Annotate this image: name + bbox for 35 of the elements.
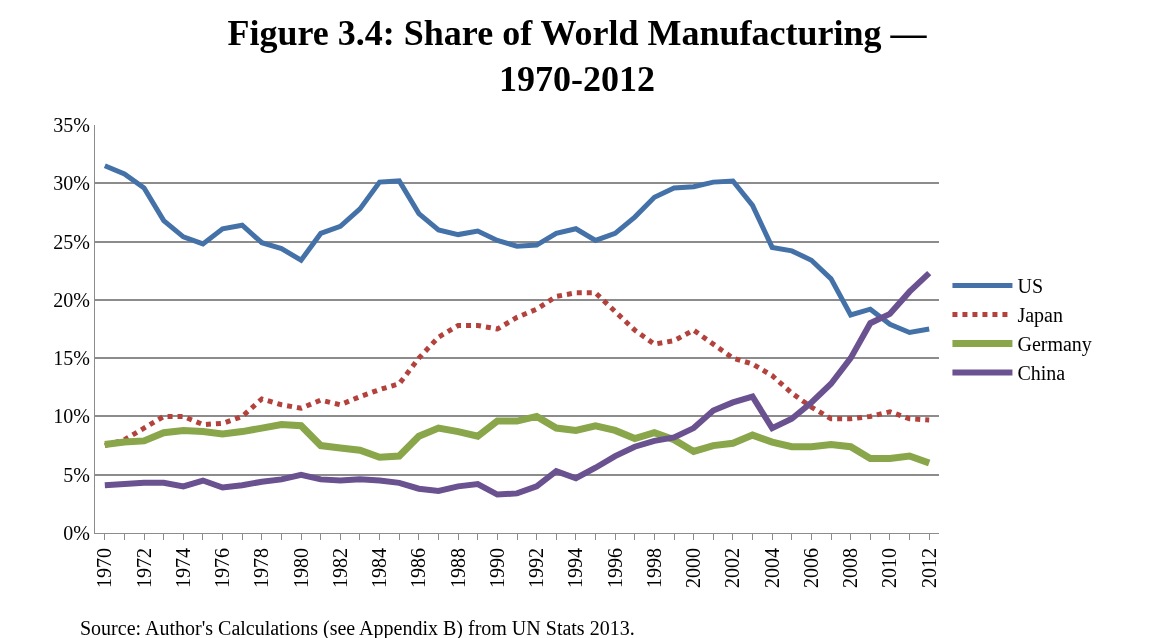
x-tick-label: 1984: [368, 548, 391, 588]
x-tick-label: 1996: [603, 548, 626, 588]
y-tick-label: 30%: [53, 172, 90, 195]
x-tick-label: 1992: [525, 548, 548, 588]
x-tick-label: 1972: [132, 548, 155, 588]
x-tick-label: 2000: [682, 548, 705, 588]
y-tick-label: 5%: [63, 463, 90, 486]
y-tick-label: 0%: [63, 522, 90, 544]
x-tick-label: 2006: [799, 548, 822, 588]
x-tick-label: 1978: [250, 548, 273, 588]
legend-label: US: [1017, 275, 1044, 298]
x-tick-label: 1994: [564, 548, 587, 588]
x-tick-label: 1982: [328, 548, 351, 588]
x-tick-label: 2004: [760, 548, 783, 588]
x-tick-label: 1990: [485, 548, 508, 588]
y-tick-label: 25%: [53, 230, 90, 253]
y-tick-label: 15%: [53, 347, 90, 370]
x-tick-label: 2010: [878, 548, 901, 588]
legend-label: Germany: [1017, 333, 1092, 357]
legend-label: China: [1017, 362, 1066, 385]
x-tick-label: 1988: [446, 548, 469, 588]
x-tick-label: 2008: [839, 548, 862, 588]
y-tick-label: 10%: [53, 405, 90, 428]
x-tick-label: 1998: [642, 548, 665, 588]
x-tick-label: 1974: [171, 548, 194, 588]
x-tick-label: 1970: [93, 548, 116, 588]
x-tick-label: 1980: [289, 548, 312, 588]
x-tick-label: 2002: [721, 548, 744, 588]
x-tick-label: 1976: [211, 548, 234, 588]
chart-title: Figure 3.4: Share of World Manufacturing — 1970-2012: [227, 12, 928, 100]
x-tick-label: 1986: [407, 548, 430, 588]
legend-label: Japan: [1017, 304, 1063, 328]
y-tick-label: 35%: [53, 114, 90, 136]
y-tick-label: 20%: [53, 288, 90, 311]
x-tick-label: 2012: [917, 548, 940, 588]
